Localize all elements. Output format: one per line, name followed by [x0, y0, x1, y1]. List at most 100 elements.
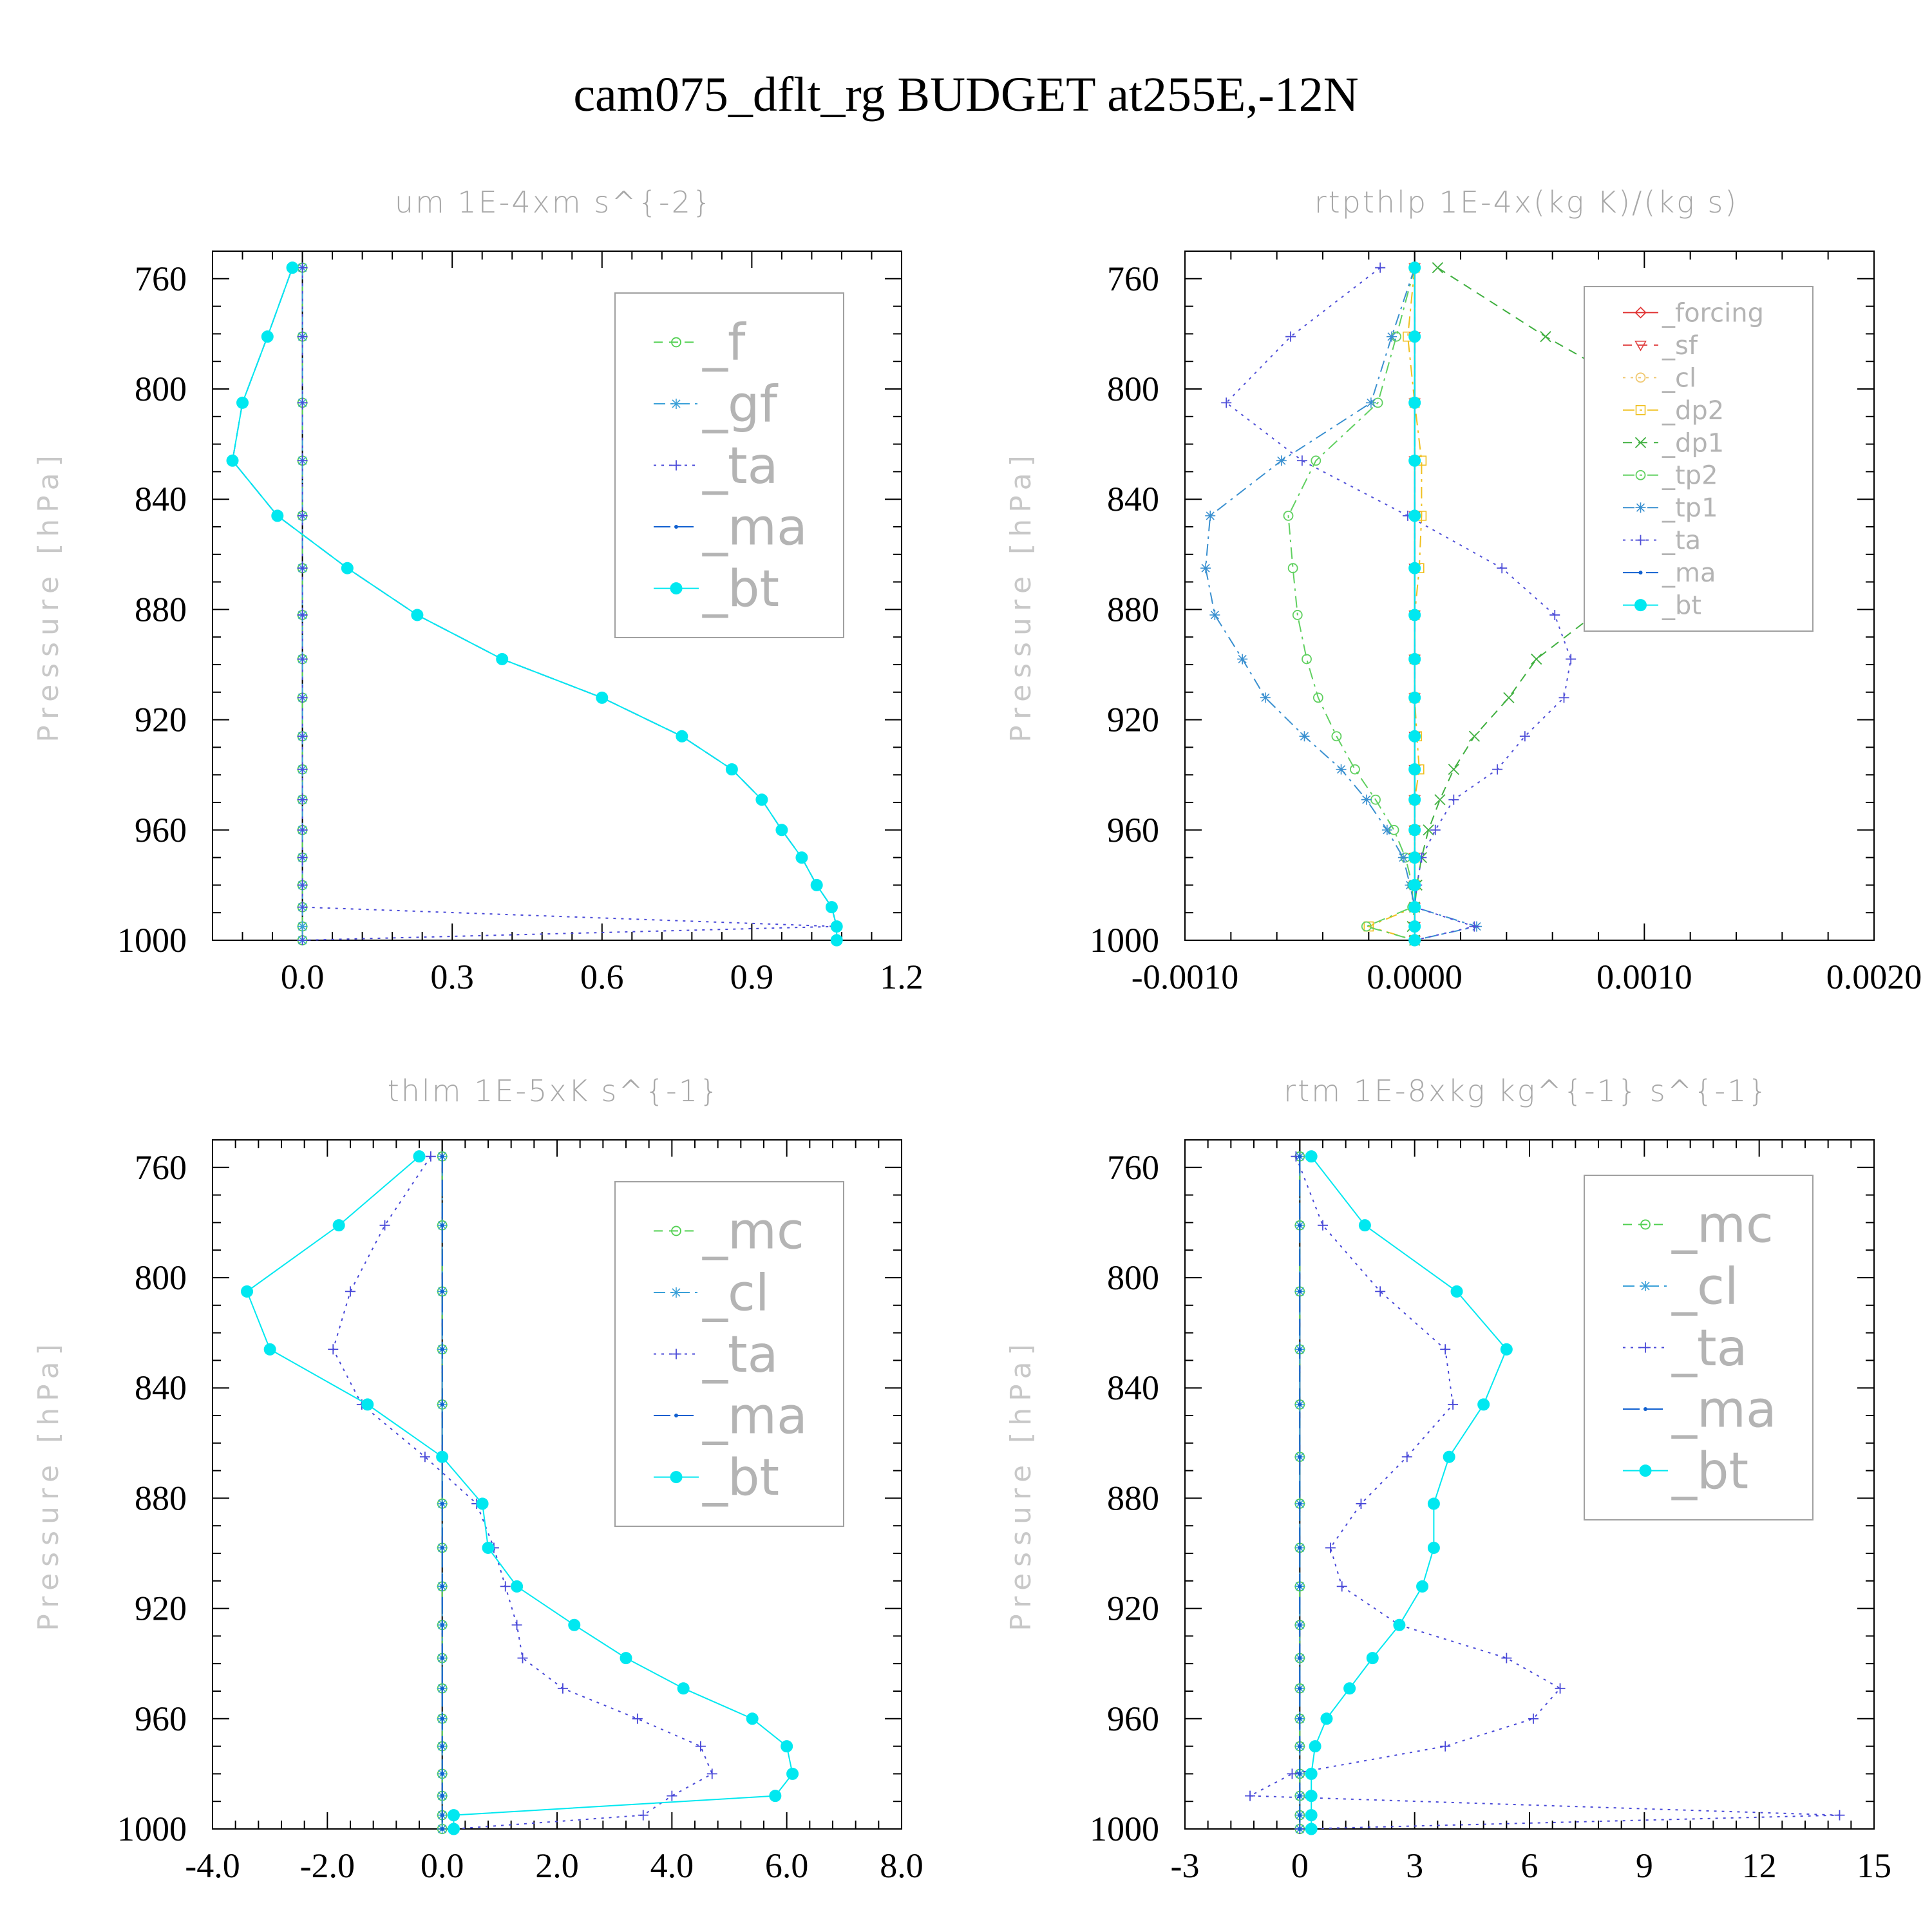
y-tick-label: 800: [1107, 1258, 1159, 1297]
data-point: [440, 1584, 444, 1589]
legend-label: _ma: [1662, 558, 1716, 588]
data-point: [1375, 262, 1386, 273]
data-point: [638, 1810, 649, 1821]
y-tick-label: 840: [1107, 1368, 1159, 1407]
data-point: [725, 763, 738, 776]
legend-label: _forcing: [1662, 298, 1764, 328]
data-point: [328, 1344, 339, 1355]
x-tick-label: 3: [1406, 1846, 1423, 1885]
data-point: [1566, 654, 1577, 665]
data-point: [413, 1150, 426, 1163]
data-point: [341, 562, 354, 574]
data-point: [440, 1656, 444, 1660]
data-point: [1440, 1344, 1451, 1355]
data-point: [419, 1452, 430, 1463]
data-point: [297, 331, 308, 342]
data-point: [1531, 653, 1542, 665]
y-tick-label: 920: [135, 1589, 187, 1628]
data-point: [1450, 1285, 1463, 1298]
data-point: [517, 1653, 528, 1663]
data-point: [440, 1546, 444, 1550]
data-point: [297, 731, 308, 742]
y-axis-label: Pressure [hPa]: [1005, 449, 1037, 743]
data-point: [226, 454, 239, 467]
data-point: [379, 1220, 390, 1231]
data-point: [769, 1790, 782, 1803]
data-point: [1298, 1584, 1302, 1589]
x-tick-label: 0: [1291, 1846, 1309, 1885]
data-point: [511, 1580, 524, 1593]
y-tick-label: 880: [1107, 590, 1159, 629]
data-point: [1298, 1501, 1302, 1506]
data-point: [676, 730, 688, 743]
x-tick-label: 0.0020: [1826, 958, 1922, 996]
data-point: [1298, 1546, 1302, 1550]
data-point: [1200, 563, 1211, 574]
data-point: [1298, 1772, 1302, 1776]
x-tick-label: 6.0: [765, 1846, 809, 1885]
series-line-ta: [1247, 1156, 1840, 1830]
y-tick-label: 760: [1107, 260, 1159, 298]
data-point: [332, 1219, 345, 1232]
data-point: [1287, 1768, 1298, 1779]
x-tick-label: 2.0: [535, 1846, 579, 1885]
data-point: [1408, 691, 1421, 704]
data-point: [1350, 764, 1360, 775]
y-axis-label: Pressure [hPa]: [32, 1338, 65, 1631]
y-tick-label: 840: [1107, 480, 1159, 518]
data-point: [440, 1813, 444, 1817]
data-point: [1356, 1498, 1367, 1509]
data-point: [1298, 1154, 1302, 1159]
data-point: [1260, 692, 1271, 703]
y-tick-label: 920: [1107, 701, 1159, 739]
data-point: [1501, 1653, 1512, 1663]
data-point: [440, 1772, 444, 1776]
data-point: [568, 1618, 581, 1631]
data-point: [1468, 730, 1481, 742]
legend-marker: [1634, 341, 1647, 352]
legend-marker: [1638, 571, 1643, 575]
data-point: [1298, 1744, 1302, 1748]
x-tick-label: 0.0: [281, 958, 325, 996]
panel-title: rtpthlp 1E-4x(kg K)/(kg s): [1314, 185, 1739, 220]
data-point: [1492, 764, 1503, 775]
legend-label: _dp1: [1662, 428, 1724, 458]
data-point: [440, 1501, 444, 1506]
data-point: [440, 1402, 444, 1406]
legend-label: _gf: [702, 375, 779, 433]
data-point: [1305, 1150, 1318, 1163]
data-point: [241, 1285, 253, 1298]
data-point: [1375, 1286, 1386, 1297]
data-point: [1298, 1656, 1302, 1660]
data-point: [482, 1541, 495, 1554]
data-point: [1434, 794, 1446, 806]
x-tick-label: 1.2: [880, 958, 923, 996]
legend-marker: [1635, 535, 1646, 545]
data-point: [297, 824, 308, 835]
x-tick-label: 12: [1742, 1846, 1777, 1885]
legend-marker: [671, 1226, 681, 1236]
data-point: [1305, 1809, 1318, 1822]
x-tick-label: 0.0: [421, 1846, 464, 1885]
panel-um: um 1E-4xm s^{-2} Pressure [hPa] 760 800 840 8…: [32, 185, 923, 996]
data-point: [1325, 1542, 1336, 1553]
data-point: [1408, 652, 1421, 665]
legend-marker: [1635, 404, 1646, 415]
legend-marker: [671, 1349, 681, 1359]
data-point: [1298, 1402, 1302, 1406]
panel-title: um 1E-4xm s^{-2}: [395, 185, 713, 220]
data-point: [1540, 331, 1551, 343]
series-line-ta: [301, 267, 837, 941]
data-point: [1408, 793, 1421, 806]
y-tick-label: 960: [1107, 811, 1159, 849]
data-point: [1408, 920, 1421, 933]
data-point: [786, 1767, 799, 1780]
data-point: [1500, 1343, 1513, 1356]
data-point: [1311, 455, 1321, 466]
x-tick-label: 6: [1521, 1846, 1539, 1885]
legend-label: _ma: [702, 498, 808, 556]
data-point: [1408, 934, 1421, 947]
data-point: [440, 1794, 444, 1798]
data-point: [1245, 1790, 1256, 1801]
